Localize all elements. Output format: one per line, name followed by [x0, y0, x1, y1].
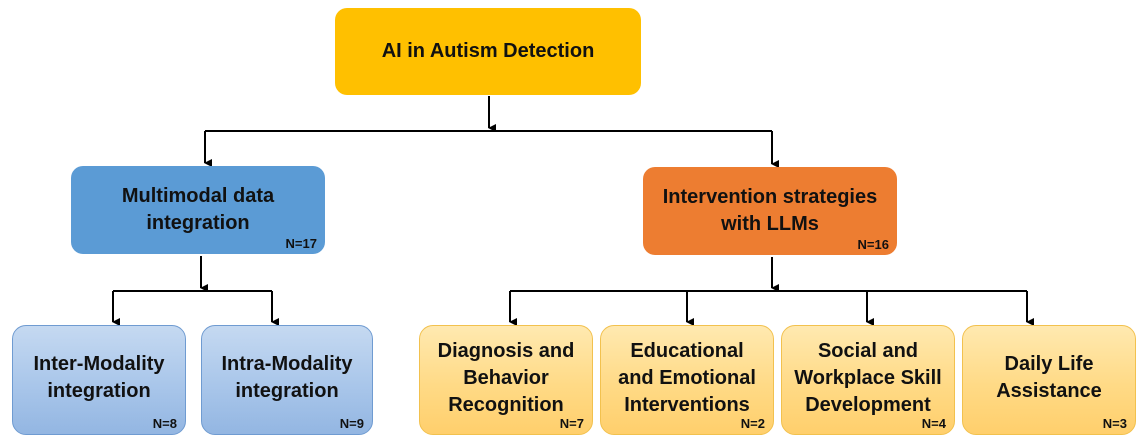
root-label: AI in Autism Detection: [381, 40, 595, 62]
multimodal-count: N=17: [285, 236, 317, 251]
intervention-count: N=16: [857, 237, 889, 252]
daily-life-node: Daily Life Assistance N=3: [962, 325, 1136, 435]
intervention-node: Intervention strategies with LLMs N=16: [643, 167, 897, 255]
intervention-label: Intervention strategies with LLMs: [662, 186, 878, 235]
daily-life-count: N=3: [1102, 416, 1127, 431]
multimodal-label: Multimodal data integration: [121, 185, 275, 234]
educational-label: Educational and Emotional Interventions: [618, 339, 756, 416]
educational-node: Educational and Emotional Interventions …: [600, 325, 774, 435]
social-label: Social and Workplace Skill Development: [794, 339, 942, 416]
inter-modality-count: N=8: [152, 416, 177, 431]
intra-modality-label: Intra-Modality integration: [221, 353, 353, 402]
social-node: Social and Workplace Skill Development N…: [781, 325, 955, 435]
educational-count: N=2: [740, 416, 765, 431]
daily-life-label: Daily Life Assistance: [996, 353, 1102, 402]
inter-modality-label: Inter-Modality integration: [33, 353, 165, 402]
diagnosis-label: Diagnosis and Behavior Recognition: [437, 339, 575, 416]
diagnosis-node: Diagnosis and Behavior Recognition N=7: [419, 325, 593, 435]
inter-modality-node: Inter-Modality integration N=8: [12, 325, 186, 435]
intra-modality-node: Intra-Modality integration N=9: [201, 325, 373, 435]
multimodal-node: Multimodal data integration N=17: [71, 166, 325, 254]
diagnosis-count: N=7: [559, 416, 584, 431]
social-count: N=4: [921, 416, 946, 431]
intra-modality-count: N=9: [339, 416, 364, 431]
root-node: AI in Autism Detection: [335, 8, 641, 95]
